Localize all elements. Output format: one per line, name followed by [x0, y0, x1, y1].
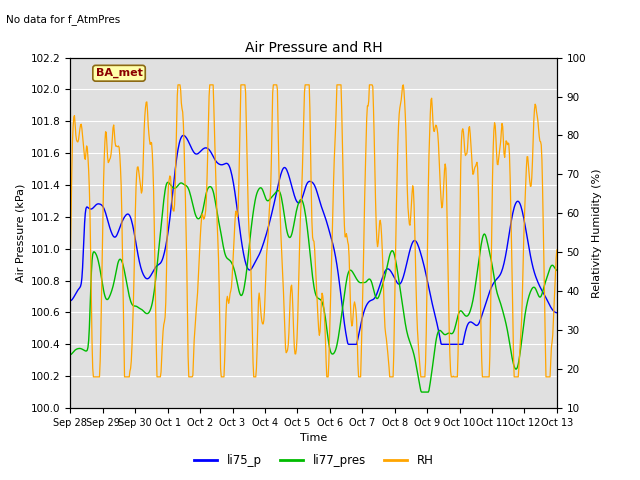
- Y-axis label: Relativity Humidity (%): Relativity Humidity (%): [592, 168, 602, 298]
- li75_p: [76, 286, 83, 291]
- li77_pres: [387, 249, 395, 254]
- Title: Air Pressure and RH: Air Pressure and RH: [244, 41, 383, 55]
- li77_pres: [201, 196, 209, 202]
- Y-axis label: Air Pressure (kPa): Air Pressure (kPa): [15, 184, 26, 282]
- li75_p: [180, 132, 188, 138]
- Text: BA_met: BA_met: [95, 68, 143, 78]
- li75_p: [67, 298, 74, 304]
- RH: [126, 368, 134, 374]
- RH: [174, 82, 182, 88]
- li77_pres: [67, 352, 74, 358]
- Legend: li75_p, li77_pres, RH: li75_p, li77_pres, RH: [189, 449, 438, 472]
- li77_pres: [164, 180, 172, 185]
- RH: [67, 248, 74, 253]
- li75_p: [553, 310, 561, 316]
- li75_p: [374, 289, 381, 295]
- RH: [202, 208, 209, 214]
- RH: [553, 247, 561, 253]
- li77_pres: [175, 181, 183, 187]
- Text: No data for f_AtmPres: No data for f_AtmPres: [6, 14, 121, 25]
- li75_p: [344, 341, 352, 347]
- li77_pres: [418, 389, 426, 395]
- Line: li75_p: li75_p: [70, 135, 557, 344]
- li75_p: [201, 145, 209, 151]
- Line: RH: RH: [70, 85, 557, 377]
- RH: [374, 244, 381, 250]
- li77_pres: [125, 293, 133, 299]
- RH: [90, 374, 97, 380]
- Line: li77_pres: li77_pres: [70, 182, 557, 392]
- li77_pres: [373, 296, 381, 301]
- li75_p: [125, 212, 133, 218]
- li77_pres: [553, 267, 561, 273]
- RH: [388, 374, 396, 380]
- RH: [176, 82, 184, 88]
- RH: [76, 132, 83, 137]
- X-axis label: Time: Time: [300, 433, 327, 443]
- li75_p: [175, 143, 182, 149]
- li75_p: [388, 270, 396, 276]
- li77_pres: [76, 346, 83, 351]
